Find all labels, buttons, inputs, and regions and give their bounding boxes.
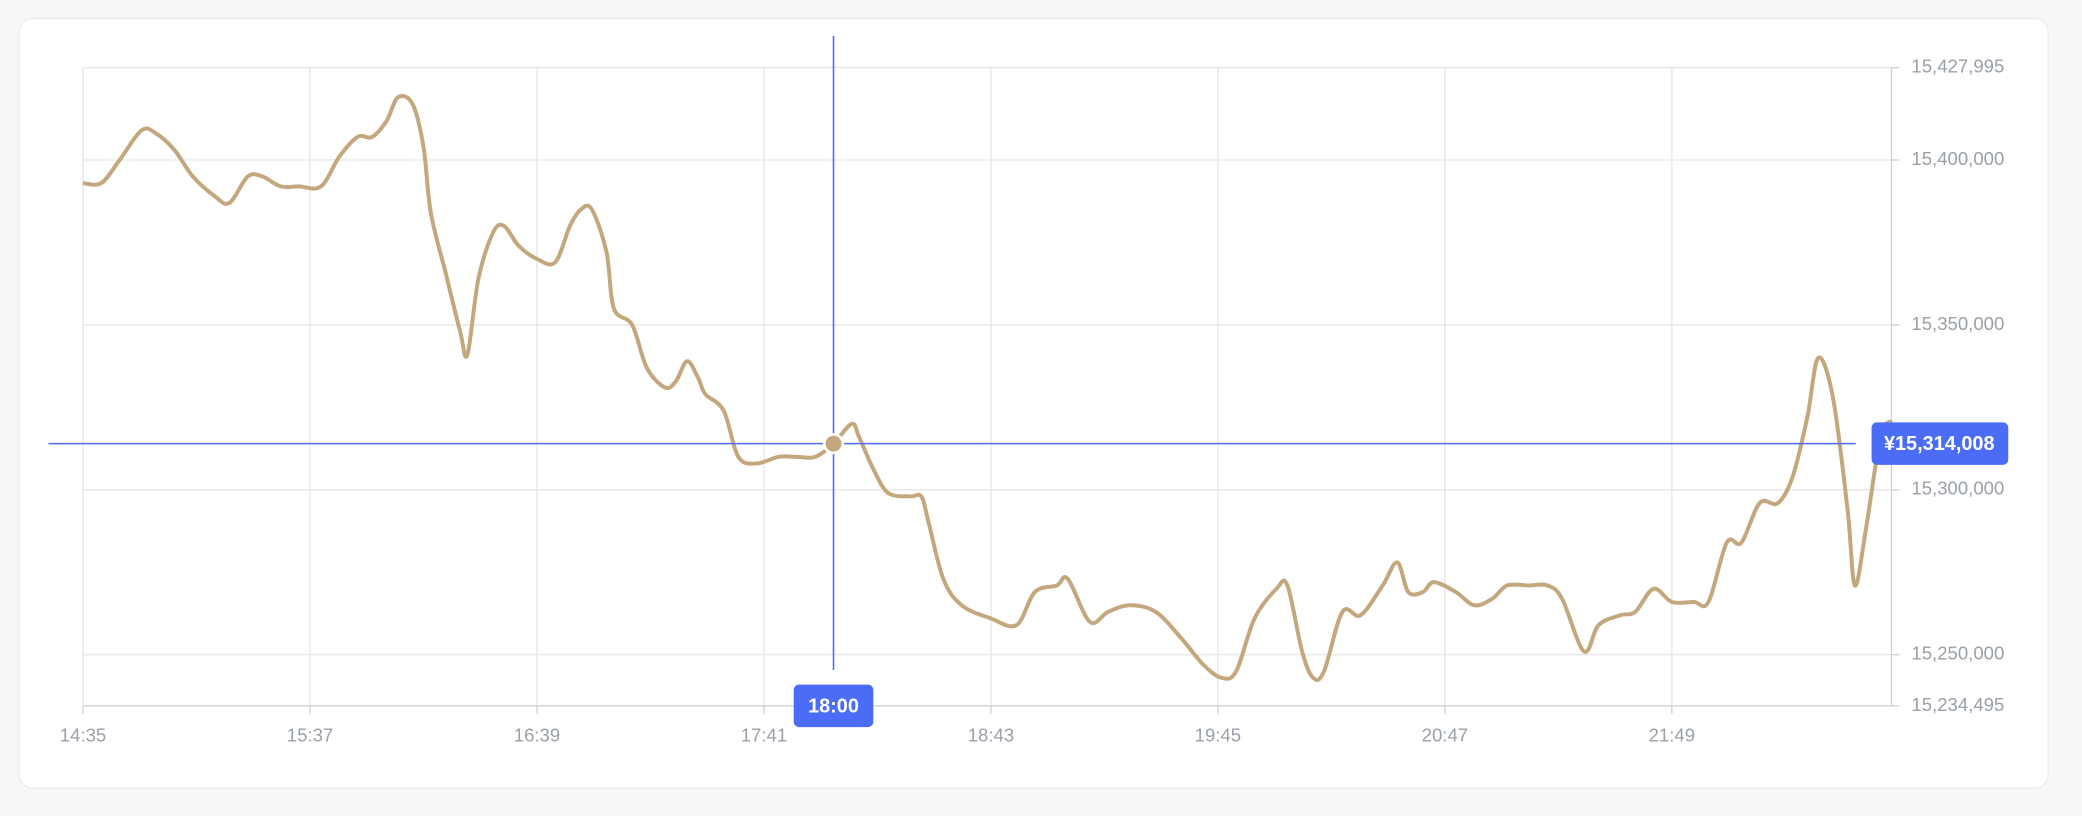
x-tick-label: 16:39 (514, 724, 560, 745)
x-tick-label: 18:43 (968, 724, 1014, 745)
x-tick-label: 14:35 (60, 724, 106, 745)
crosshair-y-label-bg (1871, 422, 2009, 465)
y-tick-label: 15,300,000 (1911, 478, 2004, 499)
x-tick-label: 20:47 (1422, 724, 1468, 745)
x-tick-label: 15:37 (287, 724, 333, 745)
y-tick-label: 15,234,495 (1911, 694, 2004, 715)
crosshair-y-label: ¥15,314,008 (1884, 433, 1995, 455)
crosshair-x-label: 18:00 (808, 695, 859, 717)
x-tick-label: 17:41 (741, 724, 787, 745)
x-tick-label: 21:49 (1649, 724, 1695, 745)
price-line (82, 94, 1894, 683)
card (18, 17, 2049, 789)
y-tick-label: 15,427,995 (1911, 56, 2004, 77)
crosshair-x-label-bg (793, 684, 874, 728)
x-tick-label: 19:45 (1195, 724, 1241, 745)
y-tick-label: 15,400,000 (1911, 148, 2004, 169)
y-tick-label: 15,250,000 (1911, 643, 2004, 664)
y-tick-label: 15,350,000 (1911, 313, 2004, 334)
hover-point (822, 433, 845, 455)
